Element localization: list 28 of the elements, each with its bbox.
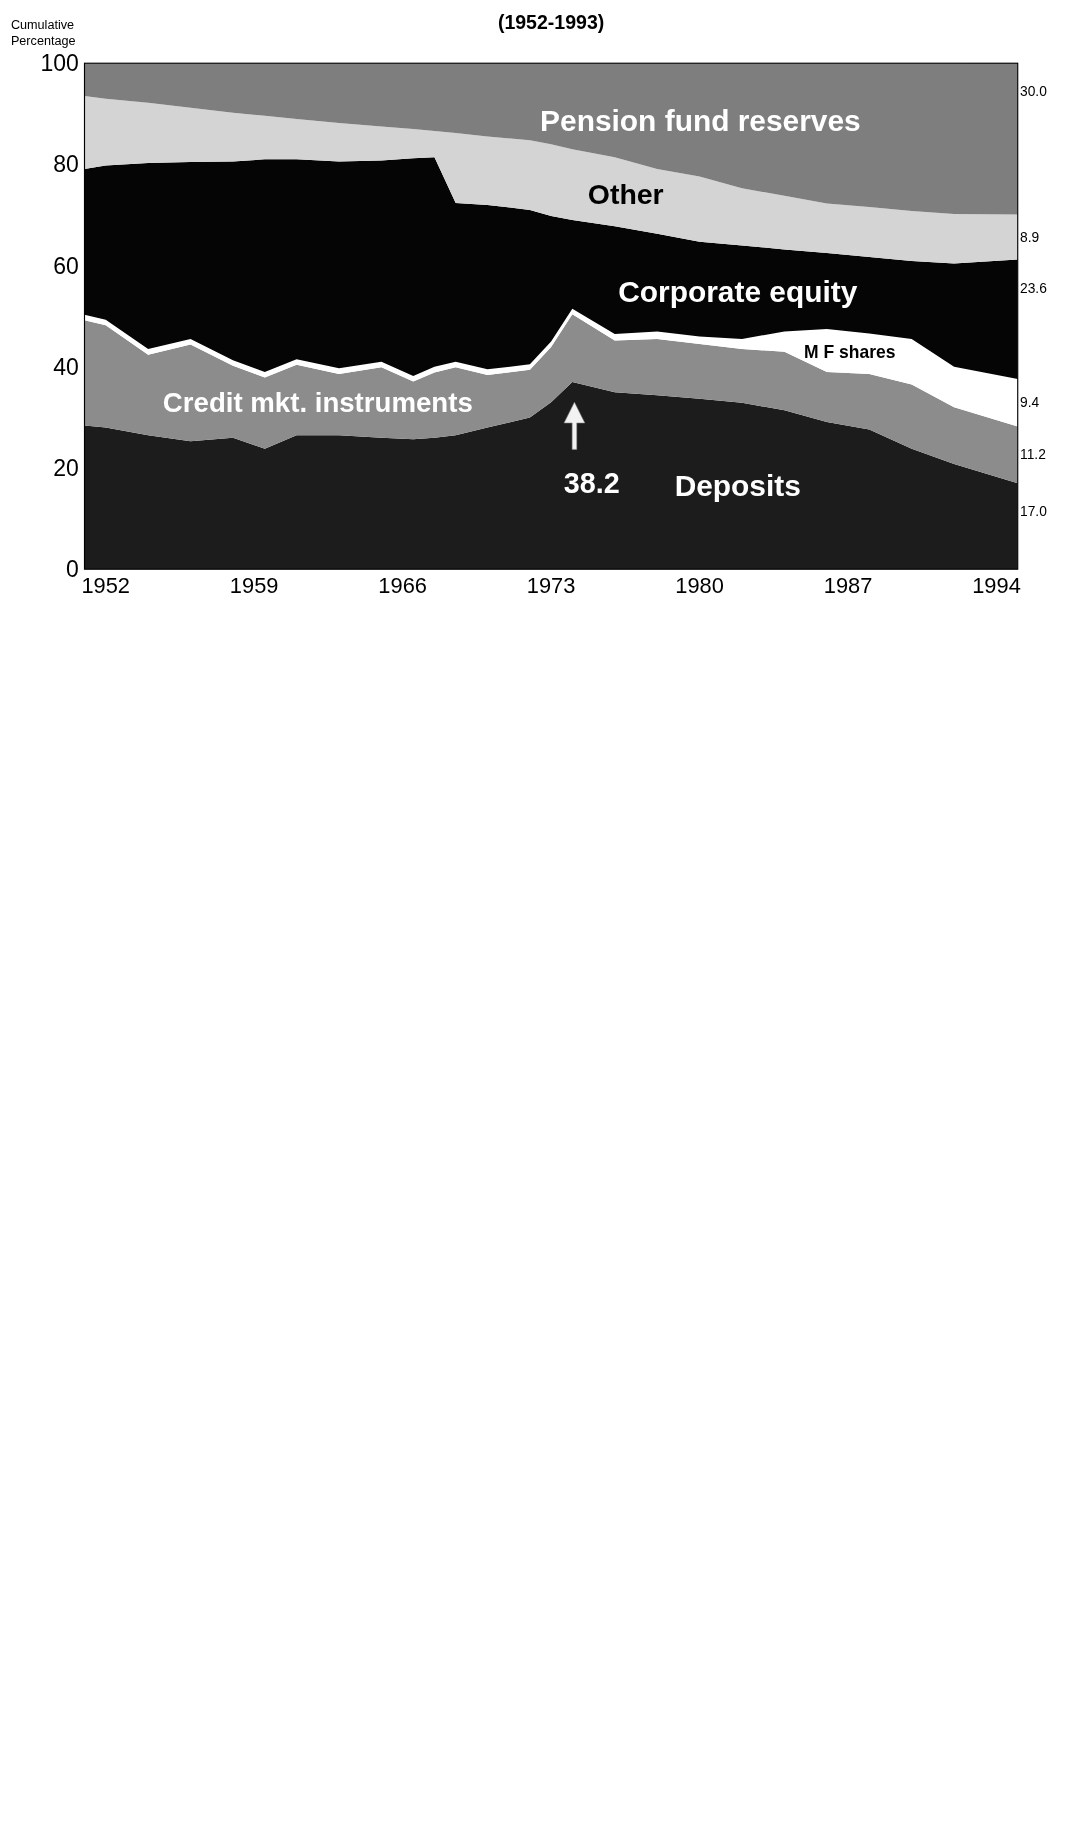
data-label: 8.9	[1020, 229, 1040, 245]
series-label: Other	[587, 178, 664, 211]
data-label: 9.4	[1020, 395, 1040, 411]
series-label: Credit mkt. instruments	[162, 386, 473, 418]
annotation: 38.2	[563, 466, 620, 499]
x-tick-label: 1952	[81, 573, 131, 599]
data-label: 23.6	[1020, 280, 1048, 296]
data-label: 11.2	[1020, 447, 1046, 463]
chart-title: (1952-1993)	[497, 11, 605, 34]
y-tick-label: 40	[53, 353, 79, 380]
y-axis-title: Cumulative Percentage	[10, 18, 76, 49]
x-tick-label: 1987	[823, 573, 873, 599]
x-tick-label: 1980	[675, 573, 724, 599]
data-label: 30.0	[1020, 83, 1048, 99]
x-tick-label: 1966	[378, 573, 427, 599]
x-tick-label: 1973	[526, 573, 576, 599]
x-tick-label: 1994	[972, 573, 1021, 599]
y-tick-label: 20	[53, 455, 79, 482]
y-tick-label: 80	[53, 151, 79, 178]
x-tick-label: 1959	[229, 573, 279, 599]
y-tick-label: 0	[65, 556, 79, 583]
y-tick-label: 100	[40, 50, 79, 77]
y-tick-label: 60	[53, 252, 79, 279]
series-label: M F shares	[804, 342, 896, 363]
series-label: Pension fund reserves	[540, 103, 861, 137]
data-label: 17.0	[1020, 504, 1048, 520]
series-label: Corporate equity	[618, 275, 858, 309]
series-label: Deposits	[674, 469, 801, 503]
